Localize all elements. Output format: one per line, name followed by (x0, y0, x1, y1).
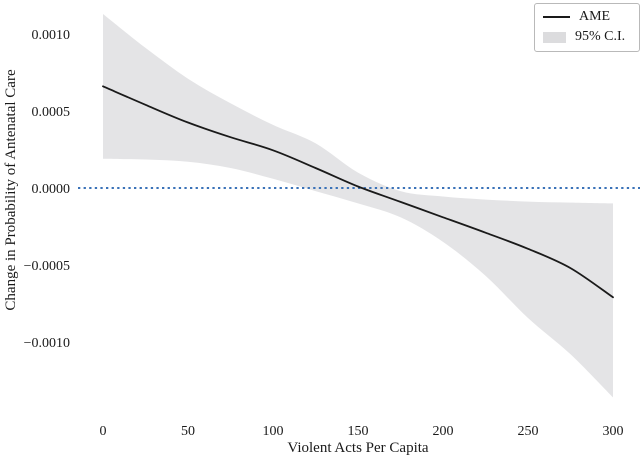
x-tick-label: 50 (181, 424, 195, 439)
x-tick-label: 150 (348, 424, 369, 439)
y-axis-title: Change in Probability of Antenatal Care (3, 69, 19, 311)
legend: AME 95% C.I. (534, 3, 640, 52)
x-tick-label: 300 (603, 424, 624, 439)
x-tick-label: 0 (100, 424, 107, 439)
legend-item-ci: 95% C.I. (543, 29, 631, 44)
x-tick-labels: 0 50 100 150 200 250 300 (100, 424, 624, 439)
y-tick-label: 0.0000 (32, 182, 71, 197)
y-tick-label: −0.0010 (24, 336, 70, 351)
y-tick-labels: 0.0010 0.0005 0.0000 −0.0005 −0.0010 (24, 28, 70, 351)
ci-band-swatch (543, 31, 566, 43)
legend-item-ame: AME (543, 9, 631, 24)
y-tick-label: 0.0005 (32, 105, 71, 120)
ame-line (102, 85, 614, 299)
ci-band (103, 13, 613, 398)
plot-area (78, 13, 640, 398)
legend-label-ci: 95% C.I. (575, 29, 626, 45)
x-tick-label: 100 (263, 424, 284, 439)
y-tick-label: −0.0005 (24, 259, 70, 274)
x-axis-title: Violent Acts Per Capita (287, 440, 429, 456)
ame-line-swatch (543, 15, 570, 18)
x-tick-label: 250 (518, 424, 539, 439)
y-tick-label: 0.0010 (32, 28, 71, 43)
legend-label-ame: AME (579, 9, 611, 24)
x-tick-label: 200 (433, 424, 454, 439)
